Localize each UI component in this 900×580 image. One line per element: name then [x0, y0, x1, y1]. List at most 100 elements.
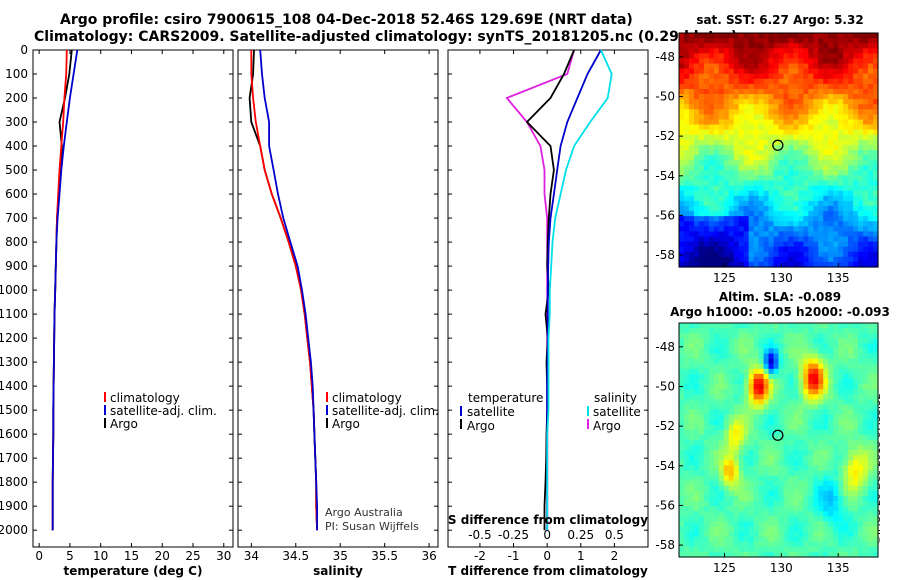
sst-map-cell	[723, 175, 730, 182]
sla-map-cell	[773, 511, 780, 517]
sla-map-cell	[693, 394, 700, 400]
sla-map-cell	[853, 389, 859, 395]
sla-map-cell	[688, 373, 695, 380]
sla-map-cell	[788, 424, 795, 431]
sst-map-cell	[738, 170, 745, 177]
sst-map-cell	[753, 104, 760, 110]
sla-map-cell	[773, 470, 780, 477]
sla-map-cell	[808, 343, 814, 350]
sst-map-cell	[728, 38, 735, 44]
sla-map-cell	[858, 399, 864, 405]
sst-map-cell	[763, 211, 770, 217]
sst-map-cell	[858, 124, 864, 131]
depth-tick-label: 1700	[0, 451, 28, 465]
sla-map-cell	[813, 343, 819, 350]
sst-map-cell	[828, 216, 834, 222]
sst-map-cell	[833, 190, 839, 197]
sla-map-cell	[698, 460, 705, 467]
sla-map-cell	[803, 358, 809, 365]
sst-map-cell	[773, 180, 780, 187]
sst-map-cell	[738, 150, 745, 156]
sla-map-cell	[763, 531, 770, 538]
sst-map-cell	[733, 175, 740, 182]
sla-map-cell	[793, 434, 799, 441]
sla-map-cell	[808, 495, 814, 502]
sla-map-cell	[863, 495, 869, 502]
sla-map-cell	[808, 409, 814, 416]
sla-map-cell	[728, 536, 735, 543]
sst-map-cell	[833, 104, 839, 110]
sst-map-cell	[863, 251, 869, 258]
sla-map-cell	[783, 450, 790, 456]
sla-map-cell	[818, 521, 824, 528]
sla-map-cell	[723, 501, 730, 507]
sla-map-cell	[813, 521, 819, 528]
sla-map-cell	[679, 404, 685, 411]
sst-map-cell	[783, 104, 790, 110]
sst-map-cell	[768, 195, 775, 202]
sst-map-cell	[798, 216, 804, 222]
sla-map-cell	[778, 521, 785, 528]
sla-map-cell	[848, 434, 854, 441]
sla-map-cell	[688, 429, 695, 436]
sst-map-cell	[723, 104, 730, 110]
sla-map-cell	[828, 414, 834, 421]
sla-map-cell	[763, 440, 770, 446]
sst-map-cell	[848, 195, 854, 202]
sla-map-cell	[793, 485, 799, 492]
sla-map-cell	[768, 455, 775, 461]
sst-map-cell	[803, 68, 809, 75]
sst-map-cell	[798, 261, 804, 268]
sst-map-cell	[818, 68, 824, 75]
sst-map-cell	[693, 88, 700, 95]
sst-map-cell	[818, 236, 824, 243]
sla-map-cell	[728, 475, 735, 482]
sst-map-cell	[813, 256, 819, 263]
sst-map-cell	[798, 63, 804, 70]
sla-map-cell	[723, 368, 730, 375]
sst-map-cell	[788, 43, 795, 49]
sla-map-cell	[693, 460, 700, 467]
sst-map-cell	[748, 33, 755, 39]
sla-map-cell	[778, 378, 785, 385]
sst-map-cell	[813, 58, 819, 65]
sst-map-cell	[798, 150, 804, 156]
sst-map-cell	[853, 104, 859, 110]
sst-map-cell	[803, 185, 809, 192]
sla-map-cell	[753, 378, 760, 385]
sla-map-cell	[793, 531, 799, 538]
sst-map-cell	[738, 165, 745, 171]
sla-map-cell	[803, 404, 809, 411]
sla-map-cell	[738, 455, 745, 461]
sdiff-legend-label: Argo	[593, 419, 621, 433]
sst-map-cell	[778, 216, 785, 222]
sst-map-cell	[738, 33, 745, 39]
sst-map-cell	[748, 175, 755, 182]
sla-map-cell	[868, 409, 874, 416]
sla-map-cell	[679, 378, 685, 385]
sst-map-cell	[698, 170, 705, 177]
sla-map-cell	[723, 546, 730, 553]
sla-map-cell	[713, 536, 720, 543]
sst-map-cell	[858, 221, 864, 227]
sla-map-cell	[793, 480, 799, 487]
sla-map-cell	[688, 526, 695, 533]
sla-map-cell	[813, 404, 819, 411]
sst-map-cell	[693, 53, 700, 60]
sla-map-cell	[808, 399, 814, 405]
sst-map-cell	[868, 155, 874, 161]
sst-map-cell	[723, 88, 730, 95]
sst-map-cell	[688, 226, 695, 232]
sla-map-cell	[708, 358, 715, 365]
sst-map-cell	[783, 38, 790, 44]
sla-map-cell	[788, 333, 795, 339]
sst-map-cell	[723, 83, 730, 90]
sla-map-cell	[679, 551, 685, 558]
sst-map-cell	[733, 246, 740, 253]
sla-map-cell	[758, 358, 765, 365]
sst-map-cell	[713, 160, 720, 166]
sst-map-cell	[868, 68, 874, 75]
sla-map-cell	[848, 485, 854, 492]
sst-map-cell	[828, 246, 834, 253]
